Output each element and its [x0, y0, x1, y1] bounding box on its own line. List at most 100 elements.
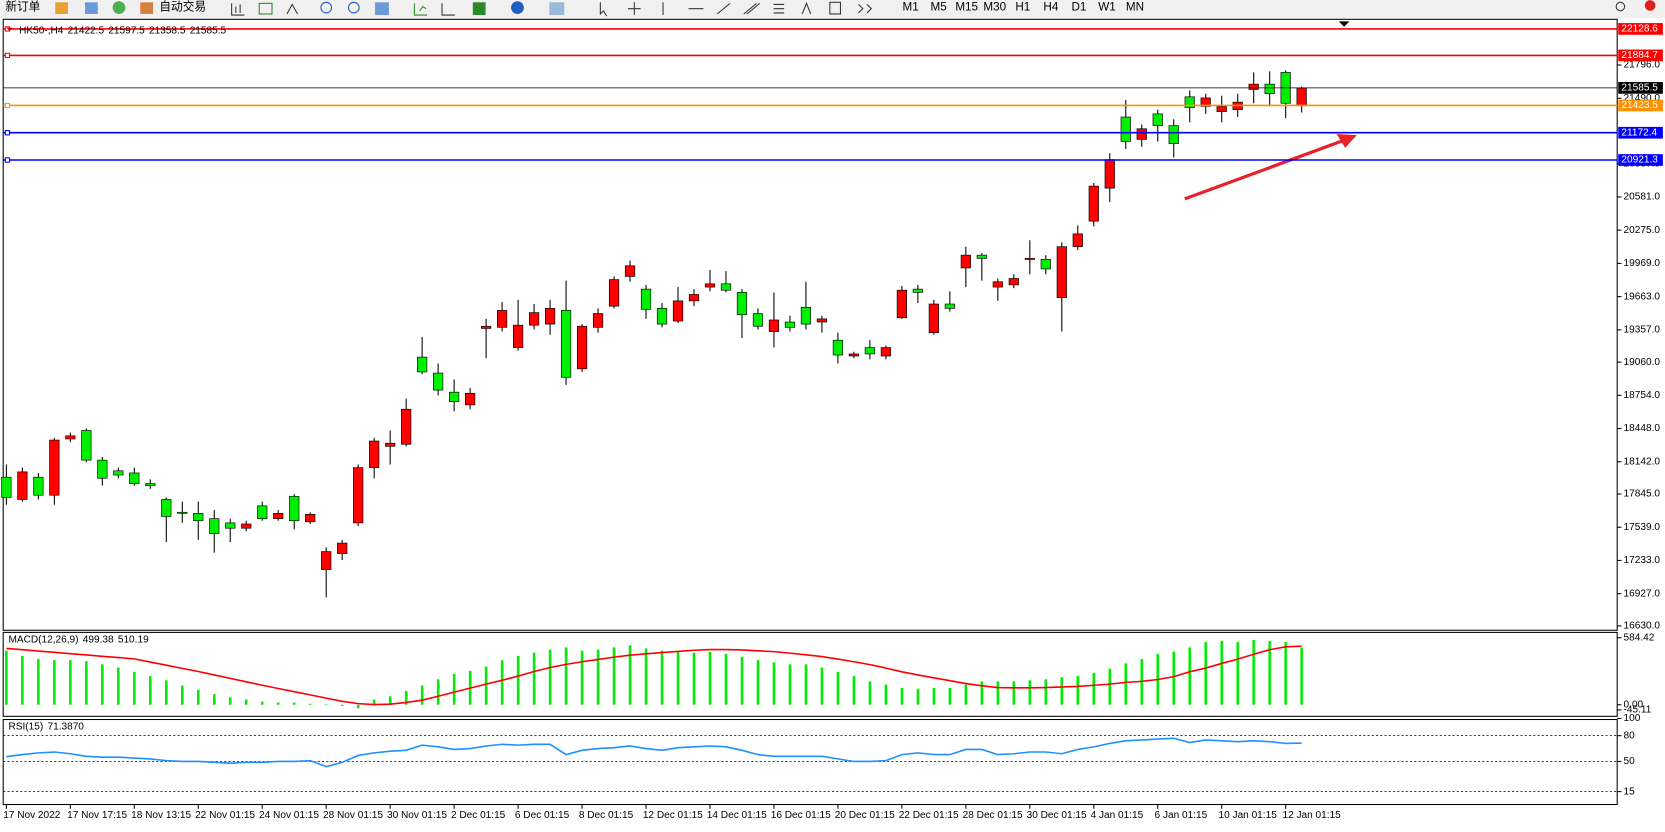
current-price-box [1618, 82, 1663, 94]
timeframe-button[interactable]: H1 [1015, 1, 1030, 14]
macd-bar [1268, 640, 1271, 705]
candle-body [209, 518, 220, 534]
fibo[interactable] [773, 3, 785, 14]
candle-body [544, 308, 556, 325]
icon[interactable] [286, 3, 298, 15]
macd-bar [420, 685, 424, 705]
candle-body [768, 319, 780, 332]
x-tick-label: 24 Nov 01:15 [259, 810, 319, 821]
x-tick-label: 6 Jan 01:15 [1155, 810, 1208, 821]
zoom-in[interactable] [320, 1, 333, 14]
header-text: 499.38 [83, 634, 114, 645]
timeframe-button[interactable]: M30 [983, 1, 1006, 14]
candle-body [1168, 125, 1179, 144]
candle-body [337, 542, 348, 554]
candle-body [832, 339, 844, 356]
macd-bar [165, 680, 168, 705]
candle-body [1056, 246, 1067, 299]
timeframe-button[interactable]: M1 [902, 1, 918, 14]
search[interactable] [1615, 1, 1626, 12]
macd-bar [1204, 642, 1207, 705]
header-text: 21597.5 [108, 26, 145, 37]
level-label-box [1618, 49, 1663, 62]
timeframe-button[interactable]: M5 [931, 1, 947, 14]
y-tick-label: 16927.0 [1624, 588, 1661, 599]
zoom-out[interactable] [347, 1, 360, 14]
candle-body [1008, 278, 1019, 286]
crosshair[interactable] [627, 2, 641, 16]
y-tick-label: 17539.0 [1624, 522, 1661, 533]
candle-body [241, 523, 252, 529]
macd-bar [980, 681, 984, 705]
candle-body [1264, 83, 1275, 95]
macd-bar [788, 664, 792, 705]
macd-bar [484, 666, 488, 705]
trendline[interactable] [716, 2, 731, 15]
label-tool[interactable] [829, 1, 842, 15]
x-tick-label: 12 Jan 01:15 [1282, 810, 1341, 821]
macd-bar [1028, 680, 1032, 705]
icon[interactable] [55, 2, 69, 14]
level-label: 22128.6 [1621, 24, 1658, 35]
macd-bar [37, 659, 40, 705]
icon[interactable] [441, 3, 455, 16]
timeframe-button[interactable]: D1 [1071, 1, 1086, 14]
y-tick-label: 584.42 [1624, 632, 1655, 643]
macd-bar [308, 703, 312, 705]
candle-body [1248, 83, 1259, 90]
x-tick-label: 30 Nov 01:15 [387, 810, 447, 821]
icon[interactable] [472, 2, 486, 16]
arrows-tool[interactable] [858, 4, 873, 14]
icon[interactable] [375, 2, 389, 16]
icon[interactable] [549, 2, 565, 16]
candle-body [912, 288, 923, 293]
header-text: MACD(12,26,9) [9, 634, 79, 645]
y-tick-label: 17233.0 [1624, 555, 1661, 566]
timeframe-button[interactable]: MN [1126, 1, 1144, 14]
macd-bar [868, 681, 872, 705]
icon[interactable] [112, 1, 126, 14]
icon[interactable] [85, 2, 98, 14]
candle-body [976, 254, 987, 259]
icon[interactable] [231, 3, 245, 16]
channel[interactable] [743, 2, 761, 15]
text-tool[interactable] [801, 1, 812, 15]
macd-bar [532, 652, 536, 705]
candle-body [321, 551, 332, 570]
icon[interactable] [413, 3, 428, 16]
candle-body [800, 306, 812, 325]
icon[interactable] [258, 2, 273, 15]
macd-bar [1172, 651, 1176, 705]
timeframe-button[interactable]: M15 [955, 1, 978, 14]
candle-body [33, 476, 44, 496]
y-tick-label: 21796.0 [1624, 60, 1661, 71]
candle-body [305, 514, 316, 523]
macd-bar [612, 647, 616, 705]
timeframe-button[interactable]: W1 [1098, 1, 1116, 14]
macd-bar [676, 651, 680, 705]
header-text: 510.19 [118, 634, 149, 645]
macd-bar [900, 687, 904, 705]
macd-bar [244, 699, 248, 705]
icon[interactable] [140, 2, 154, 14]
macd-bar [1188, 647, 1192, 705]
new-order-button[interactable]: 新订单 [5, 0, 40, 14]
notification-badge[interactable] [1644, 0, 1656, 11]
macd-bar [1236, 642, 1239, 705]
candle-body [880, 347, 891, 357]
candle-body [1072, 233, 1083, 247]
candle-body [1, 476, 12, 498]
macd-bar [596, 649, 600, 705]
candle-body [1024, 258, 1035, 260]
macd-bar [212, 694, 216, 705]
icon[interactable] [511, 1, 524, 14]
x-tick-label: 17 Nov 2022 [3, 810, 61, 821]
x-tick-label: 16 Dec 01:15 [771, 810, 831, 821]
cursor[interactable] [599, 2, 608, 17]
x-tick-label: 12 Dec 01:15 [643, 810, 703, 821]
timeframe-button[interactable]: H4 [1043, 1, 1058, 14]
auto-trading-button[interactable]: 自动交易 [159, 0, 206, 14]
candle-body [848, 353, 860, 357]
macd-bar [69, 660, 72, 705]
